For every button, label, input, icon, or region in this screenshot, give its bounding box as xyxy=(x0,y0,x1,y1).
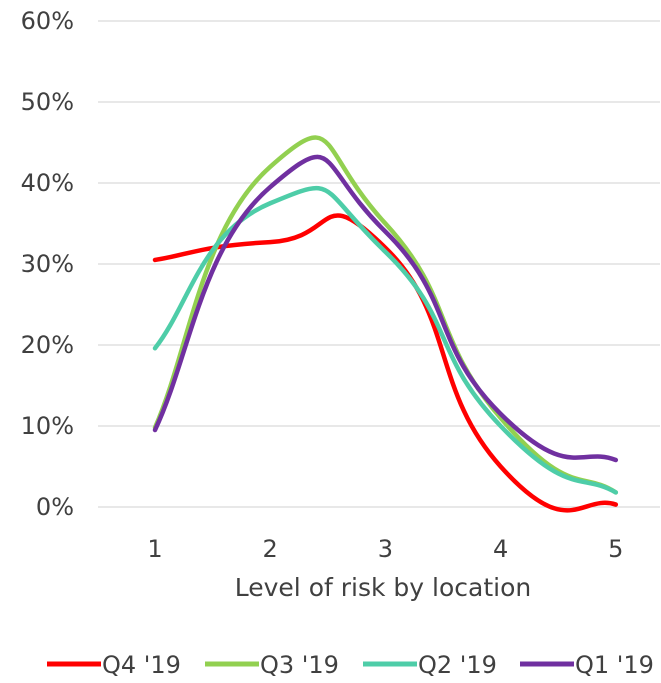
x-tick-label: 3 xyxy=(378,535,393,563)
y-tick-label: 20% xyxy=(21,331,74,359)
x-tick-label: 4 xyxy=(493,535,508,563)
x-tick-label: 5 xyxy=(608,535,623,563)
y-tick-label: 10% xyxy=(21,412,74,440)
legend: Q4 '19 Q3 '19 Q2 '19 Q1 '19 xyxy=(47,651,654,679)
x-tick-label: 1 xyxy=(147,535,162,563)
x-axis-title: Level of risk by location xyxy=(235,573,531,602)
series-line-q4-19 xyxy=(152,213,619,513)
legend-label: Q3 '19 xyxy=(260,651,339,679)
series-line-q2-19 xyxy=(152,185,619,495)
legend-label: Q1 '19 xyxy=(575,651,654,679)
legend-label: Q4 '19 xyxy=(102,651,181,679)
y-tick-label: 40% xyxy=(21,169,74,197)
series-line-q1-19 xyxy=(152,154,619,463)
y-tick-label: 50% xyxy=(21,88,74,116)
series-lines xyxy=(152,135,619,513)
legend-label: Q2 '19 xyxy=(418,651,497,679)
gridlines xyxy=(98,20,660,508)
series-line-q3-19 xyxy=(152,135,619,495)
y-tick-label: 30% xyxy=(21,250,74,278)
x-axis-tick-labels: 1 2 3 4 5 xyxy=(147,535,623,563)
x-tick-label: 2 xyxy=(263,535,278,563)
y-tick-label: 0% xyxy=(36,493,74,521)
y-tick-label: 60% xyxy=(21,7,74,35)
y-axis-tick-labels: 0% 10% 20% 30% 40% 50% 60% xyxy=(21,7,74,521)
